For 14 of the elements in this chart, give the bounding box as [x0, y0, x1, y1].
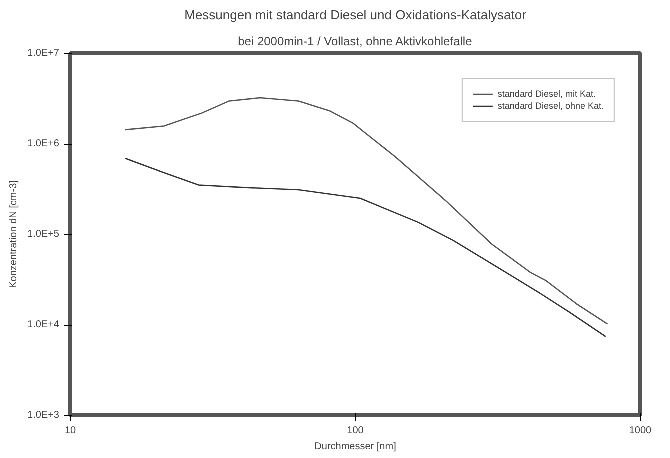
y-axis-title: Konzentration dN [cm-3]: [8, 180, 20, 288]
y-tick-label: 1.0E+7: [28, 48, 60, 59]
y-tick-label: 1.0E+4: [28, 320, 60, 330]
x-tick-label: 100: [347, 426, 364, 436]
x-axis-title: Durchmesser [nm]: [314, 442, 397, 452]
y-tick-label: 1.0E+6: [28, 138, 60, 150]
x-tick-label: 10: [64, 426, 76, 436]
x-tick-label: 1000: [629, 426, 652, 436]
y-tick-label: 1.0E+3: [28, 410, 60, 421]
legend-label: standard Diesel, mit Kat.: [498, 89, 596, 99]
chart-title: Messungen mit standard Diesel und Oxidations-Katalysator: [184, 8, 528, 22]
y-tick-label: 1.0E+5: [28, 229, 60, 240]
legend-label: standard Diesel, ohne Kat.: [498, 101, 604, 111]
chart-subtitle: bei 2000min-1 / Vollast, ohne Aktivkohlefalle: [238, 34, 473, 48]
